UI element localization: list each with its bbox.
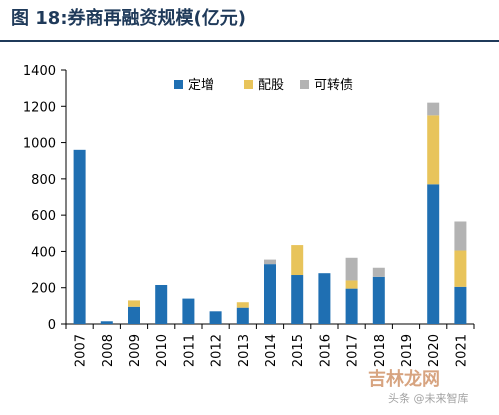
bar-segment	[372, 276, 385, 324]
bars	[73, 102, 467, 324]
bar-segment	[427, 115, 440, 185]
y-axis: 0 200 400 600 800 1000 1200 1400	[23, 64, 67, 333]
bar-segment	[155, 284, 168, 324]
y-tick-label: 600	[31, 209, 56, 224]
x-tick-label: 2018	[373, 334, 388, 367]
y-tick-label: 400	[31, 245, 56, 260]
y-tick-label: 800	[31, 173, 56, 188]
y-tick-label: 1200	[23, 100, 56, 115]
legend-label: 定增	[188, 78, 214, 93]
x-tick-label: 2007	[74, 334, 89, 367]
x-tick-label: 2010	[155, 334, 170, 367]
x-tick-label: 2011	[182, 334, 197, 367]
bar-segment	[427, 102, 440, 116]
x-axis: 2007 2008 2009 2010 2011 2012 2013 2014 2015 2016…	[65, 323, 475, 367]
x-tick-label: 2015	[291, 334, 306, 367]
bar-segment	[236, 307, 249, 324]
bar-segment	[182, 298, 195, 324]
bar-segment	[73, 149, 86, 324]
bar-segment	[345, 280, 358, 289]
bar-segment	[264, 259, 276, 265]
bar-segment	[291, 275, 304, 324]
bar-segment	[264, 264, 276, 324]
chart-title: 图 18:券商再融资规模(亿元)	[11, 8, 246, 29]
y-tick-label: 200	[31, 282, 56, 297]
bar-segment	[291, 245, 304, 276]
legend-swatch	[174, 80, 183, 89]
x-tick-label: 2019	[400, 334, 415, 367]
watermark-main-text: 吉林龙网	[368, 369, 440, 390]
x-tick-label: 2012	[210, 334, 225, 367]
bar-segment	[236, 302, 249, 308]
bar-segment	[427, 184, 440, 324]
legend-swatch	[300, 80, 309, 89]
bar-segment	[345, 257, 358, 281]
bar-segment	[209, 311, 222, 324]
title-bar: 图 18:券商再融资规模(亿元)	[0, 0, 499, 44]
legend: 定增 配股 可转债	[174, 78, 353, 93]
x-tick-label: 2008	[101, 334, 116, 367]
bar-segment	[318, 273, 331, 324]
legend-swatch	[244, 80, 253, 89]
x-tick-label: 2013	[237, 334, 252, 367]
x-tick-label: 2009	[128, 334, 143, 367]
bar-segment	[128, 300, 140, 307]
watermark: 吉林龙网 头条 @未来智库	[368, 365, 496, 413]
bar-segment	[454, 286, 467, 324]
y-tick-label: 1400	[23, 64, 56, 79]
x-tick-label: 2017	[346, 334, 361, 367]
legend-label: 可转债	[314, 78, 353, 93]
x-tick-label: 2016	[318, 334, 333, 367]
bar-segment	[372, 267, 385, 277]
x-tick-label: 2020	[427, 334, 442, 367]
bar-segment	[345, 288, 358, 324]
bar-segment	[100, 321, 113, 324]
x-tick-label: 2021	[454, 334, 469, 367]
bar-segment	[454, 250, 467, 287]
legend-label: 配股	[258, 78, 284, 93]
bar-segment	[128, 306, 140, 324]
bar-segment	[454, 221, 467, 251]
y-tick-label: 0	[48, 318, 56, 333]
y-tick-label: 1000	[23, 137, 56, 152]
title-divider	[0, 40, 499, 42]
watermark-sub-text: 头条 @未来智库	[388, 392, 469, 405]
x-tick-label: 2014	[264, 334, 279, 367]
